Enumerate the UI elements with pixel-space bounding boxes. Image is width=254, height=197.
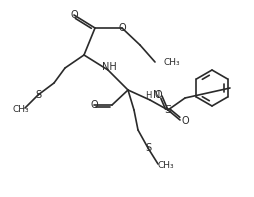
Text: N: N <box>152 90 160 100</box>
Text: NH: NH <box>101 62 116 72</box>
Text: O: O <box>90 100 98 110</box>
Text: O: O <box>70 10 77 20</box>
Text: CH₃: CH₃ <box>163 58 180 67</box>
Text: CH₃: CH₃ <box>157 162 174 170</box>
Text: S: S <box>164 105 171 115</box>
Text: S: S <box>144 143 150 153</box>
Text: O: O <box>154 90 161 100</box>
Text: H: H <box>144 90 151 99</box>
Text: CH₃: CH₃ <box>13 104 29 113</box>
Text: O: O <box>118 23 125 33</box>
Text: O: O <box>181 116 188 126</box>
Text: S: S <box>35 90 41 100</box>
